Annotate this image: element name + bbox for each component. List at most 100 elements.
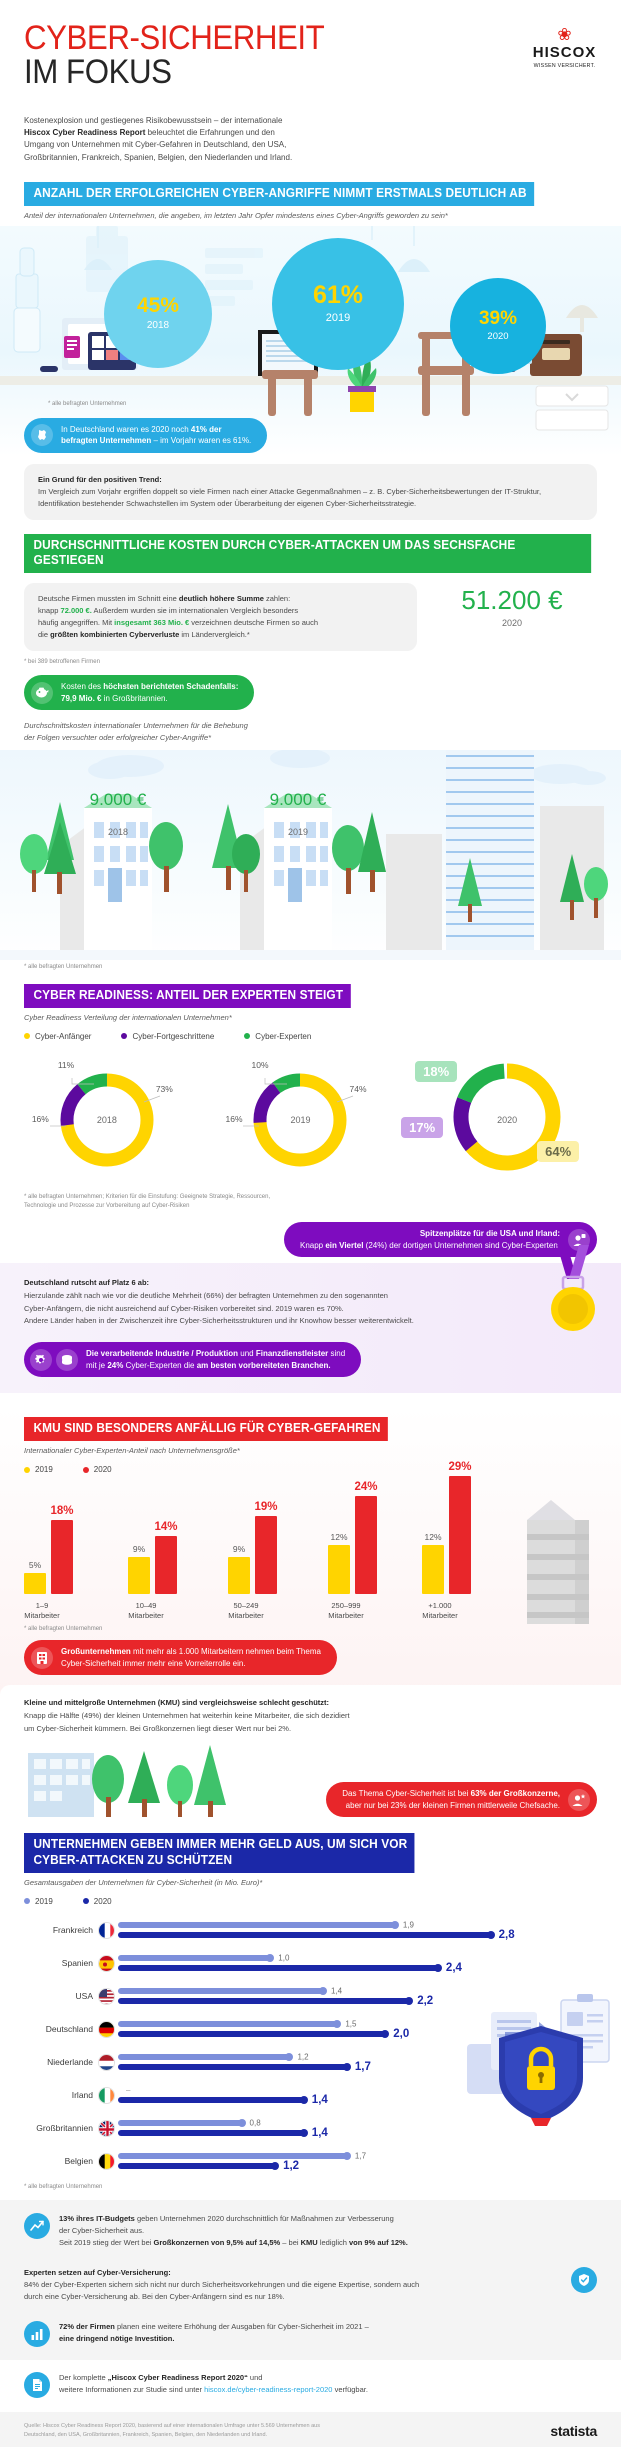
s3-pill-t1: Knapp [300,1240,326,1250]
country-name-deutschland: Deutschland [45,2024,93,2035]
kmu-cat-4-line1: 250–999 [331,1601,361,1611]
country-row-belgien: Belgien 1,7 1,2 [24,2145,597,2178]
section3-banner: CYBER READINESS: ANTEIL DER EXPERTEN STE… [24,984,351,1008]
kmu-label-2020-4: 24% [354,1481,378,1494]
s5-banner-l2: CYBER-ATTACKEN ZU SCHÜTZEN [33,1853,233,1868]
legend-dot-purple [121,1033,128,1040]
donut-2018-year: 2018 [96,1114,117,1125]
intro-line-3: Umgang von Unternehmen mit Cyber-Gefahre… [24,140,287,150]
donut-2019-label-experten: 10% [251,1059,269,1070]
bubble-2018-year: 2018 [146,320,170,332]
pill-text-1: In Deutschland waren es 2020 noch [61,424,191,434]
bar-2020-deutschland: 2,0 [118,2028,409,2040]
legend-label-spend-2020: 2020 [93,1896,112,1906]
cta-link[interactable]: hiscox.de/cyber-readiness-report-2020 [204,2384,333,2394]
country-name-belgien: Belgien [64,2156,93,2167]
kmu-bar-2020-3: 19% [254,1501,278,1595]
kmu-cat-5: +1.000 Mitarbeiter [403,1601,477,1620]
s2-cap-2: der Folgen versuchter oder erfolgreicher… [24,733,212,743]
section-readiness: CYBER READINESS: ANTEIL DER EXPERTEN STE… [0,984,621,1394]
flag-ie-icon [98,2086,115,2104]
s2-pill-b1: höchsten berichteten Schadenfalls: [103,682,239,692]
bar-2020-niederlande: 1,7 [118,2061,371,2073]
kmu-label-2019-3: 9% [232,1544,246,1555]
legend-label-anfaenger: Cyber-Anfänger [35,1031,92,1041]
chart-growth-icon [24,2212,50,2239]
fact-increase-text: 72% der Firmen planen eine weitere Erhöh… [59,2321,369,2345]
country-row-grossbritannien: Großbritannien 0,8 1,4 [24,2112,597,2145]
section3-industry-pill: Die verarbeitende Industrie / Produktion… [24,1342,362,1378]
s2-note-1a: Deutsche Firmen mussten im Schnitt eine [38,594,179,604]
section2-banner: DURCHSCHNITTLICHE KOSTEN DURCH CYBER-ATT… [24,533,592,574]
expert-user-icon [568,1228,590,1251]
cost-2018-year: 2018 [107,827,129,838]
section3-note: Deutschland rutscht auf Platz 6 ab: Hier… [24,1277,494,1328]
bubble-2020-value: 39% [478,307,518,329]
section3-callout-text: Spitzenplätze für die USA und Irland: Kn… [300,1228,560,1251]
knob-2020-ie [299,2096,308,2105]
legend-dot-spend-2020 [82,1898,89,1905]
kmu-bar-2020-2: 14% [154,1521,178,1595]
intro-paragraph: Kostenexplosion und gestiegenes Risikobe… [0,89,330,165]
section4-callout-text: Großunternehmen mit mehr als 1.000 Mitar… [61,1646,321,1669]
val-2019-grossbritannien: 0,8 [249,2118,261,2128]
kmu-bar-2019-5: 12% [422,1532,444,1595]
kmu-bar-chart: 5% 18% 1–9 Mitarbeiter 9% 14% 10–49 Mitarb… [0,1461,621,1625]
page-header: CYBER-SICHERHEIT IM FOKUS ❀ HISCOX WISSE… [0,0,621,90]
cost-2020-year: 2020 [501,618,523,629]
kmu-bar-2020-5: 29% [448,1461,472,1595]
section-attacks: ANZAHL DER ERFOLGREICHEN CYBER-ANGRIFFE … [0,182,621,520]
kmu-cat-1-line1: 1–9 [35,1601,49,1611]
pill-bold-1: 41% der [190,424,222,434]
kmu-cat-2-line2: Mitarbeiter [128,1610,164,1620]
val-2020-deutschland: 2,0 [393,2028,410,2041]
pill-text-3: – im Vorjahr waren es 61%. [151,436,252,446]
logo-name: HISCOX [532,44,597,61]
s2-cap-1: Durchschnittskosten internationaler Unte… [24,721,248,731]
section1-subtitle: Anteil der internationalen Unternehmen, … [24,210,448,220]
intro-report-name: Hiscox Cyber Readiness Report [24,127,146,137]
val-2019-spanien: 1,0 [278,1953,290,1963]
section3-legend: Cyber-Anfänger Cyber-Fortgeschrittene Cy… [0,1022,621,1041]
section5-banner: UNTERNEHMEN GEBEN IMMER MEHR GELD AUS, U… [24,1833,415,1873]
section1-callout-text: In Deutschland waren es 2020 noch 41% de… [61,424,251,447]
donut-2020-year: 2020 [497,1114,518,1125]
section2-footnote: * alle befragten Unternehmen [24,964,103,971]
cost-2019-group: 9.000 € [250,790,346,810]
country-name-irland: Irland [71,2090,93,2101]
flag-nl-icon [98,2053,115,2071]
val-2019-usa: 1,4 [330,1986,343,1996]
country-name-frankreich: Frankreich [52,1925,93,1936]
s3-fn-2: Technologie und Prozesse zur Vorbereitun… [24,1203,190,1210]
kmu-label-2019-2: 9% [132,1544,146,1555]
kmu-cat-4-line2: Mitarbeiter [328,1610,364,1620]
s2-note-4c: im Ländervergleich.* [179,630,250,640]
bar-2020-irland: 1,4 [118,2094,328,2106]
f1-t3: Seit 2019 stieg der Wert bei [59,2237,154,2247]
s3-p2-t3: mit je [86,1360,108,1370]
section1-note: Ein Grund für den positiven Trend: Im Ve… [24,463,597,520]
knob-2020-es [433,1964,442,1973]
s3-pill-b2: ein Viertel [325,1240,364,1250]
logo-tagline: WISSEN VERSICHERT. [533,63,596,69]
s2-note-1c: zahlen: [263,594,291,604]
legend-label-2019: 2019 [35,1465,53,1475]
s4-pill-t1: mit mehr als 1.000 Mitarbeitern nehmen b… [130,1647,321,1657]
s2-note-3a: häufig angegriffen. Mit [38,618,115,628]
medal-icon [551,1245,595,1332]
city-chart: 9.000 € 2018 9.000 € 2019 [0,750,621,961]
f2-l2: durch eine Cyber-Versicherung ab. Bei de… [24,2291,285,2301]
bar-2020-belgien: 1,2 [118,2160,299,2172]
cta-t4: verfügbar. [332,2384,368,2394]
page-title: CYBER-SICHERHEIT IM FOKUS [24,21,350,90]
f1-t5: lediglich [317,2237,350,2247]
knob-2020-de [381,2030,390,2039]
country-row-usa: USA 1,4 2,2 [24,1980,597,2013]
section2-footnote-firms: * bei 389 betroffenen Firmen [24,659,100,666]
section3-callout-pill: Spitzenplätze für die USA und Irland: Kn… [284,1222,597,1258]
knob-2020-fr [486,1931,495,1940]
source-line-1: Quelle: Hiscox Cyber Readiness Report 20… [24,2422,320,2429]
legend-item-spend-2020: 2020 [82,1896,112,1906]
s2-pill-b2: 79,9 Mio. € [61,693,102,703]
